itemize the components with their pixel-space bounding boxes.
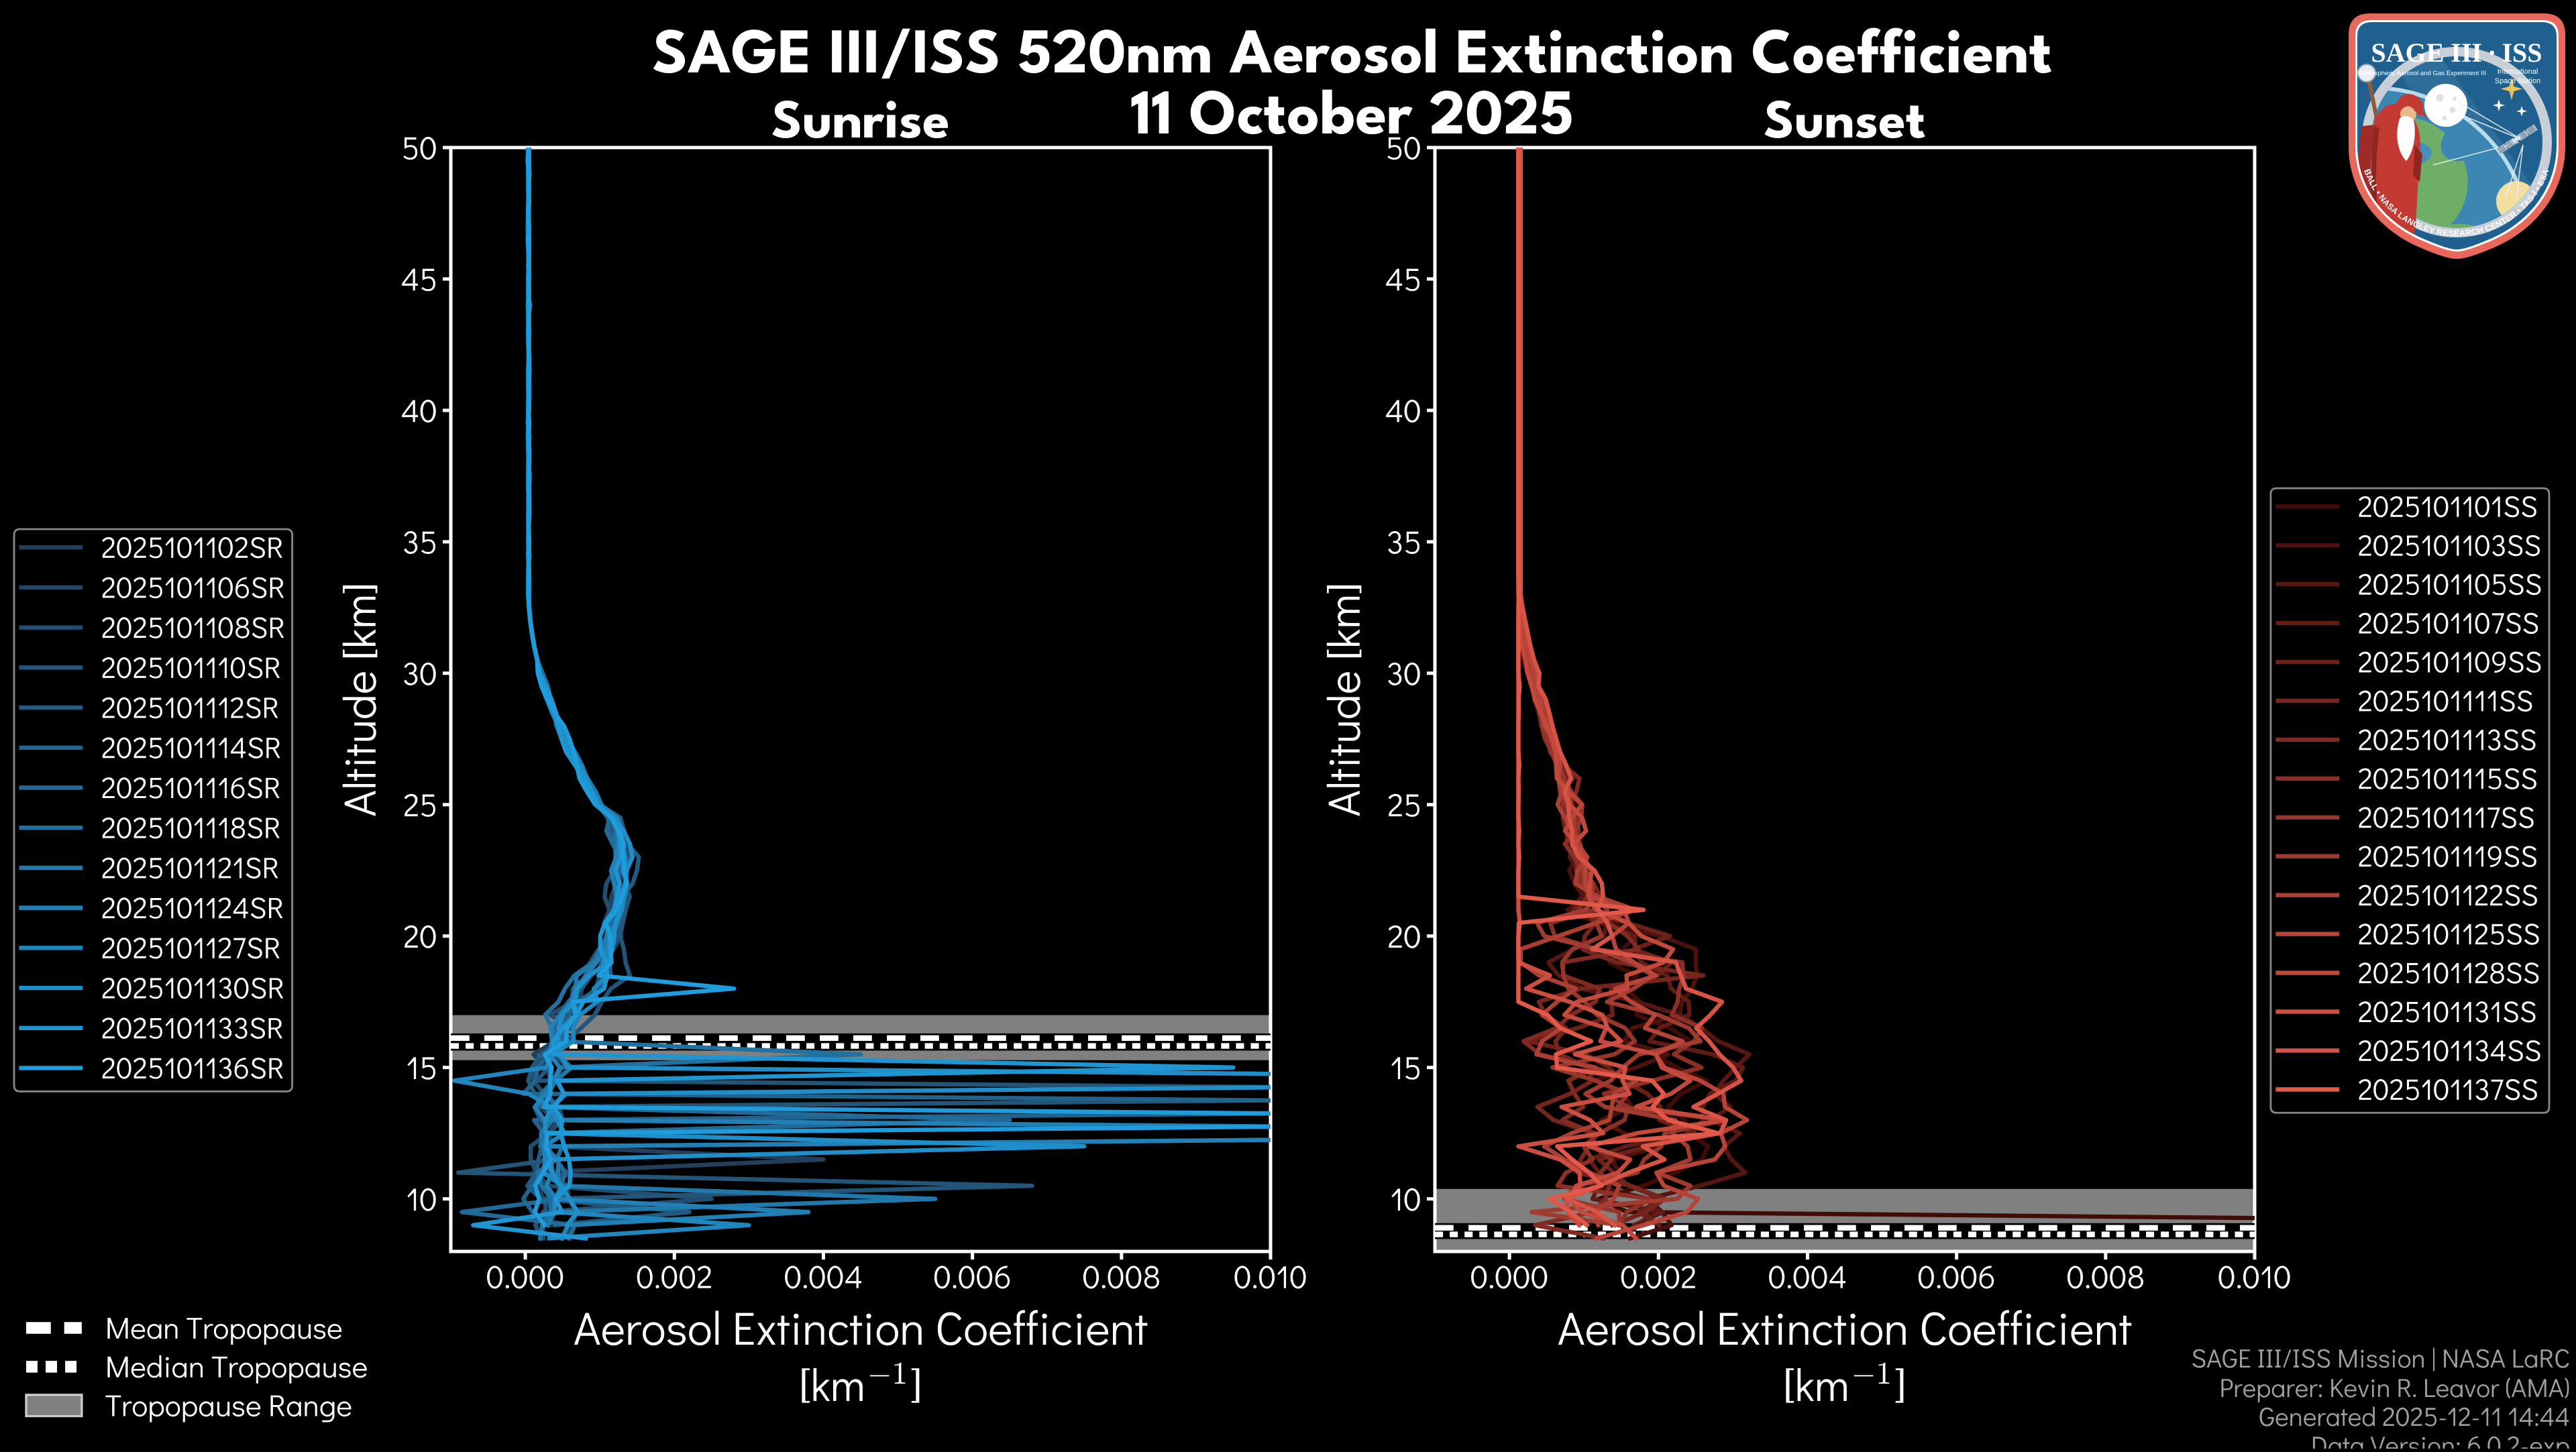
svg-text:International: International: [2498, 68, 2538, 76]
svg-text:SAGE III · ISS: SAGE III · ISS: [2371, 38, 2542, 68]
svg-text:Stratospheric Aerosol and Gas: Stratospheric Aerosol and Gas Experiment…: [2357, 70, 2486, 77]
svg-text:Space Station: Space Station: [2495, 77, 2541, 85]
